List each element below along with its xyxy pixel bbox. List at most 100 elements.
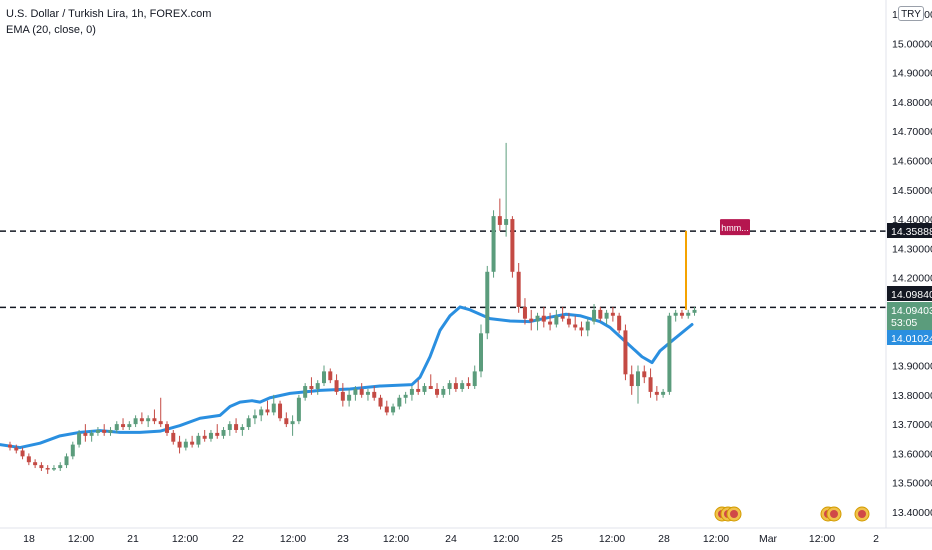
candle-body (158, 421, 163, 425)
y-tick-label: 14.80000 (892, 97, 932, 109)
candle (89, 429, 94, 442)
candle-body (20, 450, 25, 457)
candle (617, 312, 622, 334)
annotation-text: hmm... (721, 223, 749, 233)
economic-events[interactable] (714, 506, 870, 522)
candle-body (296, 397, 301, 422)
price-tag: 14.01024 (887, 330, 932, 345)
candle-body (33, 462, 38, 466)
candle-body (610, 312, 615, 316)
x-tick-label: 12:00 (172, 533, 198, 545)
candle (422, 383, 427, 395)
candle-body (667, 315, 672, 392)
y-tick-label: 14.20000 (892, 273, 932, 285)
candle-body (560, 315, 565, 319)
x-tick-label: 28 (658, 533, 670, 545)
candle (479, 324, 483, 378)
event-flag-icon (726, 506, 742, 522)
candle (77, 429, 82, 448)
candle (573, 315, 578, 331)
candle (642, 365, 647, 384)
candle (353, 386, 358, 401)
candle (221, 427, 226, 439)
x-tick-label: 24 (445, 533, 457, 545)
y-axis[interactable]: 15.1000015.0000014.9000014.8000014.70000… (892, 9, 932, 519)
candle (322, 365, 326, 387)
candle-body (541, 315, 546, 322)
candle-body (183, 441, 188, 448)
candle-body (573, 324, 578, 328)
candle-body (234, 424, 239, 430)
candle-body (654, 391, 659, 395)
candle (296, 394, 301, 425)
candle-body (177, 441, 182, 448)
candle-body (504, 219, 509, 225)
candle-body (604, 312, 609, 319)
y-tick-label: 13.80000 (892, 390, 932, 402)
candle-body (579, 327, 584, 331)
price-tag-bg (887, 286, 932, 301)
price-tag: 14.35888 (887, 223, 932, 238)
candle-body (121, 424, 126, 428)
candle-body (378, 397, 383, 407)
candle-body (554, 315, 559, 325)
candle-body (8, 444, 12, 448)
candle-body (516, 271, 521, 307)
candle (466, 377, 471, 389)
candle (83, 424, 88, 442)
x-tick-label: 12:00 (703, 533, 729, 545)
candle-body (479, 333, 483, 372)
candle-body (359, 388, 364, 395)
candle (397, 394, 402, 410)
candle-body (45, 468, 50, 470)
price-tag-countdown: 53:05 (891, 317, 917, 329)
candle (548, 312, 553, 331)
x-tick-label: 21 (127, 533, 139, 545)
symbol-title: U.S. Dollar / Turkish Lira, 1h, FOREX.co… (6, 8, 212, 20)
candle (372, 386, 377, 401)
candle (522, 298, 527, 325)
annotation-label: hmm... (720, 219, 750, 236)
candle-body (127, 424, 132, 428)
candle (190, 435, 195, 448)
candle-body (271, 403, 276, 413)
candle (560, 306, 565, 322)
candle-body (472, 371, 477, 387)
candle-body (252, 415, 257, 419)
candle (636, 365, 640, 404)
candle-body (692, 309, 697, 313)
candle-body (246, 418, 251, 428)
x-axis[interactable]: 18 12:00 21 12:00 22 12:00 23 12:00 24 12:00 25 12:… (23, 533, 879, 545)
candle-body (497, 216, 502, 225)
candle (139, 412, 144, 425)
candle (265, 400, 270, 416)
candle-body (208, 432, 213, 439)
x-tick-label: 12:00 (383, 533, 409, 545)
candle-body (416, 388, 421, 392)
y-tick-label: 14.50000 (892, 185, 932, 197)
candle (359, 383, 364, 398)
candle (202, 429, 207, 442)
candle (428, 374, 433, 389)
x-tick-label: 12:00 (280, 533, 306, 545)
horizontal-lines (0, 230, 886, 309)
candle-body (686, 312, 691, 316)
candle (441, 386, 446, 398)
event-flag-icon (826, 506, 842, 522)
candle-body (39, 465, 44, 469)
candle (108, 427, 113, 436)
candle (303, 383, 308, 401)
candle (403, 391, 408, 404)
candle (183, 438, 188, 451)
y-tick-label: 14.30000 (892, 243, 932, 255)
candle-body (623, 330, 628, 375)
candle (529, 309, 534, 331)
price-tag-bg (887, 330, 932, 345)
annotation-bg (720, 219, 750, 236)
candle-body (447, 383, 452, 389)
candle-body (397, 397, 402, 407)
currency-button[interactable]: TRY (898, 6, 924, 21)
